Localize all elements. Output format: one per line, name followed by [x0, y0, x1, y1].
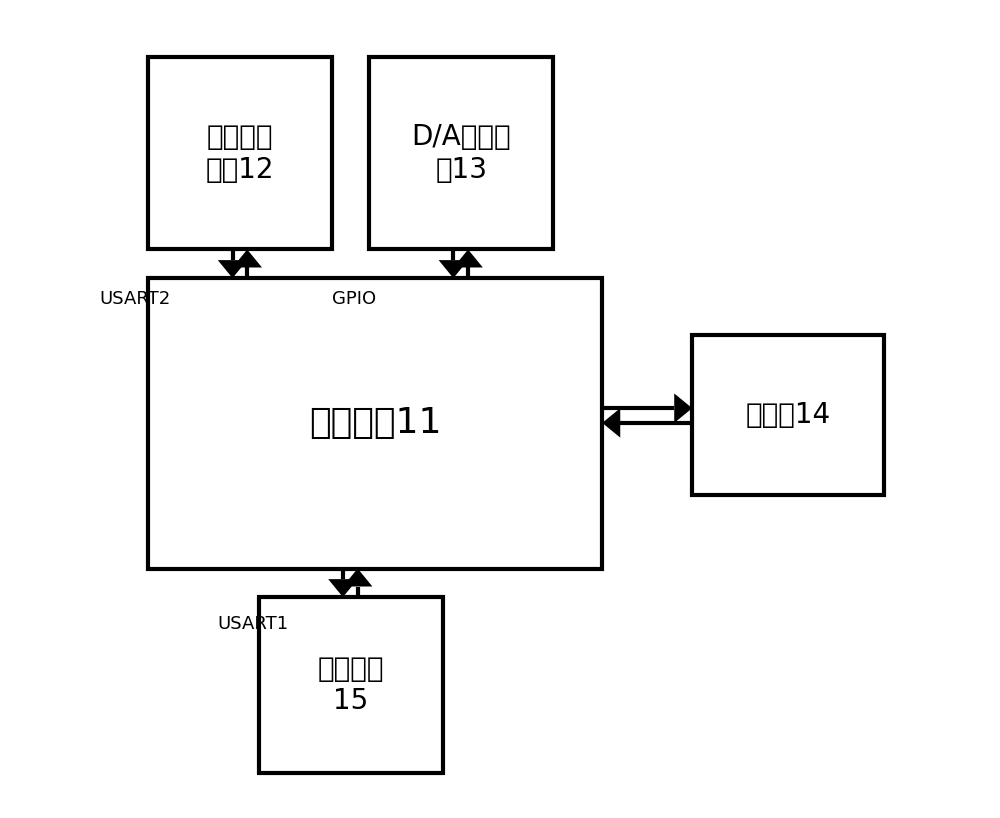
- Bar: [692, 335, 884, 495]
- Text: 串口通信
模块12: 串口通信 模块12: [206, 124, 275, 183]
- Bar: [369, 57, 553, 249]
- Bar: [259, 597, 443, 773]
- Polygon shape: [439, 260, 468, 278]
- Text: 继电器14: 继电器14: [746, 401, 831, 429]
- Text: USART2: USART2: [99, 290, 170, 308]
- Polygon shape: [602, 408, 620, 438]
- Polygon shape: [218, 260, 247, 278]
- Text: USART1: USART1: [218, 615, 289, 633]
- Text: D/A转换模
块13: D/A转换模 块13: [411, 124, 511, 183]
- Polygon shape: [674, 393, 692, 423]
- Polygon shape: [328, 579, 358, 597]
- Polygon shape: [343, 569, 372, 587]
- Bar: [148, 57, 332, 249]
- Text: 网络模块
15: 网络模块 15: [317, 655, 384, 715]
- Polygon shape: [453, 249, 483, 267]
- Bar: [148, 278, 602, 569]
- Text: GPIO: GPIO: [332, 290, 376, 308]
- Polygon shape: [233, 249, 262, 267]
- Text: 主控模块11: 主控模块11: [309, 407, 442, 440]
